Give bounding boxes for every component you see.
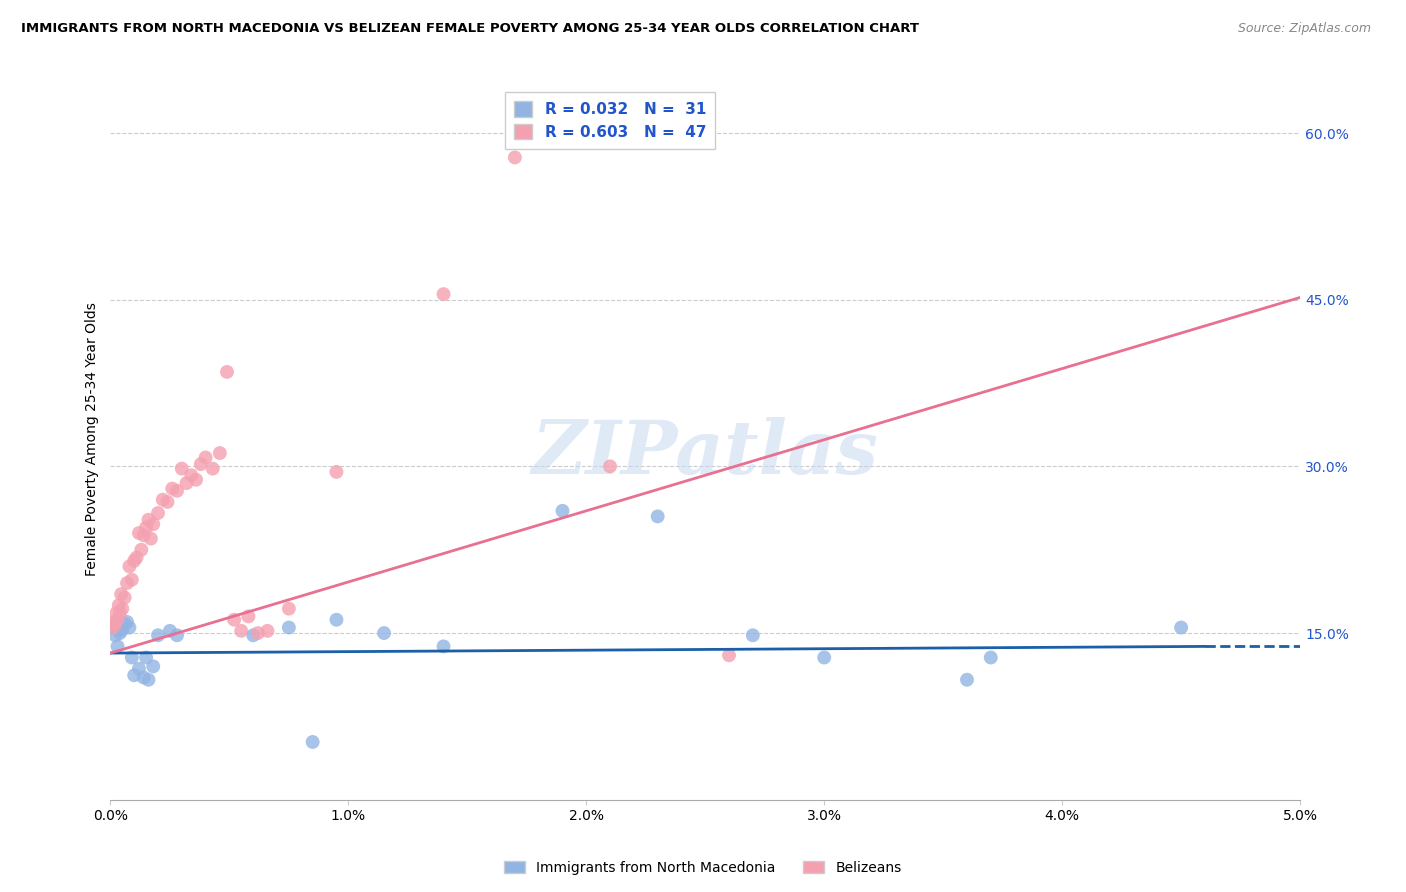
Point: [277, 601, 299, 615]
Point: [105, 606, 128, 620]
Y-axis label: Female Poverty Among 25-34 Year Olds: Female Poverty Among 25-34 Year Olds: [86, 301, 100, 575]
Point: [132, 528, 155, 542]
Point: [135, 520, 157, 534]
Point: [142, 517, 165, 532]
Point: [131, 542, 153, 557]
Point: [194, 450, 217, 465]
Legend: R = 0.032   N =  31, R = 0.603   N =  47: R = 0.032 N = 31, R = 0.603 N = 47: [505, 92, 716, 149]
Point: [503, 151, 526, 165]
Point: [103, 615, 125, 629]
Point: [108, 606, 131, 620]
Point: [146, 506, 169, 520]
Point: [325, 465, 347, 479]
Point: [139, 532, 162, 546]
Point: [224, 613, 246, 627]
Point: [128, 526, 150, 541]
Point: [128, 662, 150, 676]
Point: [741, 628, 763, 642]
Point: [114, 591, 136, 605]
Point: [190, 457, 212, 471]
Point: [104, 628, 127, 642]
Point: [180, 468, 202, 483]
Point: [170, 461, 193, 475]
Legend: Immigrants from North Macedonia, Belizeans: Immigrants from North Macedonia, Belizea…: [499, 855, 907, 880]
Text: ZIPatlas: ZIPatlas: [531, 417, 879, 490]
Point: [138, 673, 160, 687]
Point: [301, 735, 323, 749]
Point: [104, 617, 127, 632]
Point: [238, 609, 260, 624]
Point: [125, 550, 148, 565]
Point: [956, 673, 979, 687]
Point: [121, 650, 143, 665]
Point: [166, 628, 188, 642]
Text: Source: ZipAtlas.com: Source: ZipAtlas.com: [1237, 22, 1371, 36]
Point: [215, 365, 238, 379]
Point: [138, 513, 160, 527]
Point: [152, 492, 174, 507]
Point: [108, 626, 131, 640]
Point: [231, 624, 253, 638]
Point: [242, 628, 264, 642]
Point: [132, 671, 155, 685]
Point: [325, 613, 347, 627]
Point: [159, 624, 181, 638]
Point: [184, 473, 207, 487]
Point: [647, 509, 669, 524]
Point: [156, 495, 179, 509]
Point: [107, 640, 129, 654]
Point: [115, 576, 138, 591]
Text: IMMIGRANTS FROM NORTH MACEDONIA VS BELIZEAN FEMALE POVERTY AMONG 25-34 YEAR OLDS: IMMIGRANTS FROM NORTH MACEDONIA VS BELIZ…: [21, 22, 920, 36]
Point: [162, 482, 184, 496]
Point: [122, 554, 145, 568]
Point: [432, 640, 454, 654]
Point: [277, 620, 299, 634]
Point: [111, 601, 134, 615]
Point: [208, 446, 231, 460]
Point: [166, 483, 188, 498]
Point: [432, 287, 454, 301]
Point: [135, 650, 157, 665]
Point: [599, 459, 621, 474]
Point: [114, 617, 136, 632]
Point: [101, 620, 124, 634]
Point: [110, 587, 132, 601]
Point: [118, 620, 141, 634]
Point: [718, 648, 741, 663]
Point: [121, 573, 143, 587]
Point: [101, 620, 124, 634]
Point: [118, 559, 141, 574]
Point: [813, 650, 835, 665]
Point: [122, 668, 145, 682]
Point: [146, 628, 169, 642]
Point: [111, 623, 134, 637]
Point: [176, 476, 198, 491]
Point: [373, 626, 395, 640]
Point: [980, 650, 1002, 665]
Point: [107, 599, 129, 613]
Point: [256, 624, 278, 638]
Point: [201, 461, 224, 475]
Point: [551, 504, 574, 518]
Point: [115, 615, 138, 629]
Point: [1170, 620, 1192, 634]
Point: [107, 613, 129, 627]
Point: [246, 626, 269, 640]
Point: [142, 659, 165, 673]
